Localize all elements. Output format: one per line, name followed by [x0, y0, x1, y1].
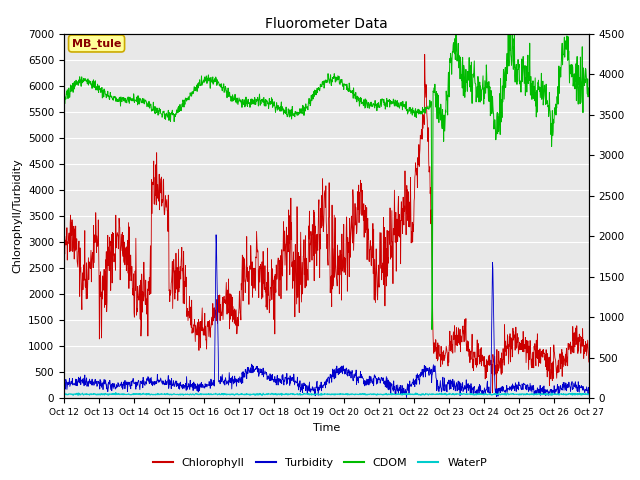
Title: Fluorometer Data: Fluorometer Data	[265, 17, 388, 31]
X-axis label: Time: Time	[313, 423, 340, 432]
Legend: Chlorophyll, Turbidity, CDOM, WaterP: Chlorophyll, Turbidity, CDOM, WaterP	[148, 453, 492, 472]
Y-axis label: CDOM: CDOM	[639, 199, 640, 233]
Y-axis label: Chlorophyll/Turbidity: Chlorophyll/Turbidity	[12, 158, 22, 274]
Text: MB_tule: MB_tule	[72, 38, 121, 48]
